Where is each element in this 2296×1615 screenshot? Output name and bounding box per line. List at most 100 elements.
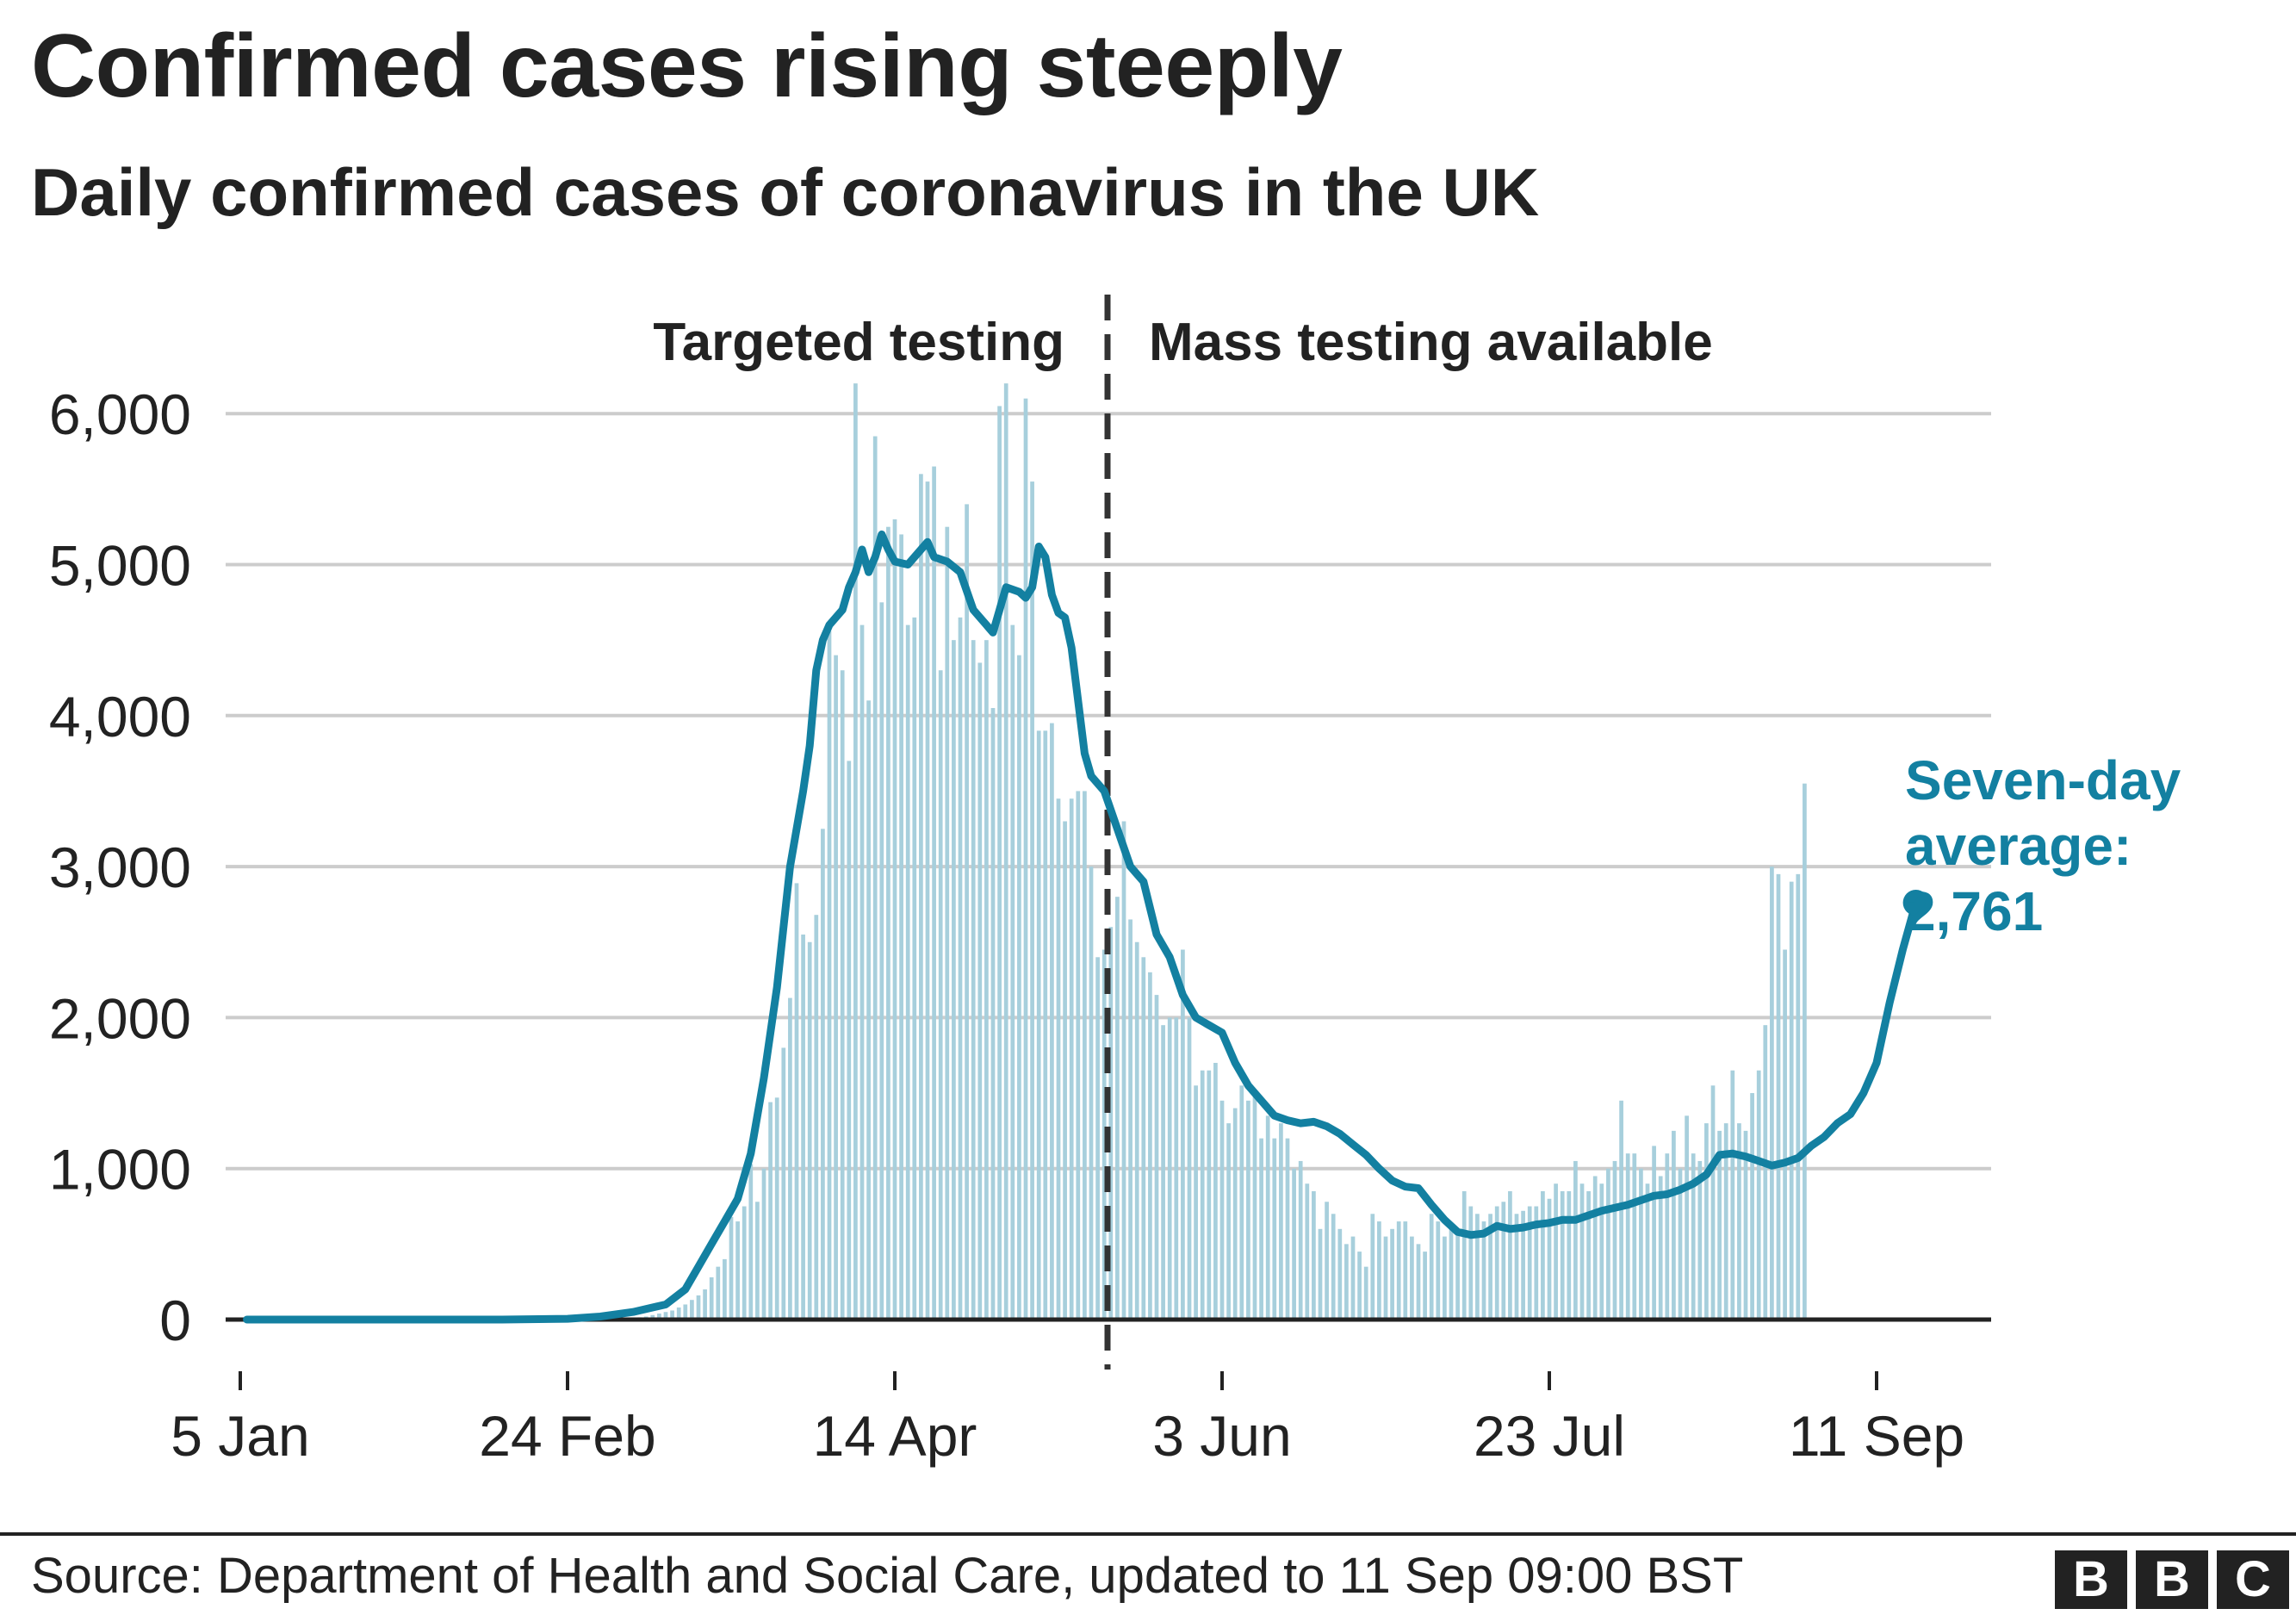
x-tick-label: 23 Jul <box>1474 1404 1625 1468</box>
daily-case-bar <box>768 1102 773 1320</box>
daily-case-bar <box>1481 1221 1486 1320</box>
daily-case-bar <box>1265 1115 1270 1320</box>
daily-case-bar <box>1325 1202 1329 1320</box>
daily-case-bar <box>1416 1244 1421 1320</box>
daily-case-bar <box>670 1310 674 1320</box>
daily-case-bar <box>723 1258 727 1320</box>
daily-case-bar <box>1043 730 1048 1320</box>
daily-case-bar <box>1010 624 1015 1320</box>
daily-case-bar <box>814 915 819 1320</box>
daily-case-bar <box>794 883 799 1320</box>
chart-area: 0 1,000 2,000 3,000 4,000 5,000 6,000 5 Jan 24 … <box>49 295 2181 1468</box>
footer-divider <box>0 1532 2296 1536</box>
daily-case-bar <box>945 526 950 1320</box>
daily-case-bar <box>1579 1183 1585 1320</box>
daily-case-bar <box>1691 1153 1696 1320</box>
daily-case-bar <box>1331 1214 1336 1320</box>
daily-case-bar <box>1645 1183 1650 1320</box>
daily-case-bar <box>735 1221 740 1320</box>
daily-case-bar <box>1370 1214 1375 1320</box>
daily-case-bar <box>742 1206 747 1320</box>
daily-case-bar <box>1259 1138 1263 1320</box>
daily-case-bar <box>1219 1100 1225 1320</box>
daily-case-bar <box>709 1276 714 1320</box>
daily-case-bar <box>788 997 792 1320</box>
daily-case-bar <box>1639 1168 1643 1320</box>
daily-case-bar <box>1723 1123 1728 1320</box>
daily-case-bar <box>1710 1085 1716 1320</box>
daily-case-bar <box>1312 1190 1316 1320</box>
daily-case-bar <box>905 624 910 1320</box>
chart-title: Confirmed cases rising steeply <box>31 16 1343 116</box>
daily-case-bar <box>716 1266 721 1320</box>
daily-case-bar <box>1357 1252 1362 1320</box>
daily-case-bar <box>1023 398 1028 1320</box>
daily-case-bar <box>1363 1266 1368 1320</box>
daily-case-bar <box>703 1289 707 1320</box>
daily-case-bar <box>683 1304 688 1320</box>
daily-case-bar <box>1030 481 1034 1320</box>
daily-case-bar <box>1527 1206 1532 1320</box>
daily-case-bar <box>1697 1160 1703 1320</box>
x-axis-ticks: 5 Jan 24 Feb 14 Apr 3 Jun 23 Jul 11 Sep <box>171 1371 1964 1468</box>
seven-day-average-line <box>243 530 1921 1324</box>
daily-case-bar <box>866 700 871 1320</box>
bar-series <box>630 383 1807 1320</box>
daily-case-bar <box>1050 723 1054 1320</box>
daily-case-bar <box>1606 1168 1610 1320</box>
daily-case-bar <box>971 640 976 1320</box>
x-tick-label: 24 Feb <box>479 1404 655 1468</box>
daily-case-bar <box>1665 1153 1670 1320</box>
daily-case-bar <box>1167 1017 1172 1320</box>
daily-case-bar <box>977 662 983 1320</box>
daily-case-bar <box>1672 1130 1676 1320</box>
daily-case-bar <box>1567 1190 1572 1320</box>
seven-day-average-endpoint <box>1902 889 1929 916</box>
daily-case-bar <box>1789 881 1794 1320</box>
daily-case-bar <box>650 1314 655 1320</box>
daily-case-bar <box>1508 1190 1512 1320</box>
daily-case-bar <box>853 383 858 1320</box>
daily-case-bar <box>761 1168 766 1320</box>
daily-case-bar <box>1756 1070 1761 1320</box>
daily-case-bar <box>1200 1070 1205 1320</box>
daily-case-bar <box>1429 1214 1434 1320</box>
bbc-logo-letter: B <box>2136 1550 2208 1609</box>
daily-case-bar <box>847 761 852 1320</box>
daily-case-bar <box>1350 1236 1356 1320</box>
daily-case-bar <box>1685 1115 1689 1320</box>
daily-case-bar <box>1279 1123 1283 1320</box>
daily-case-bar <box>755 1202 760 1320</box>
daily-case-bar <box>1475 1214 1480 1320</box>
daily-case-bar <box>1121 821 1126 1320</box>
daily-case-bar <box>807 941 812 1320</box>
daily-case-bar <box>1128 919 1132 1320</box>
daily-case-bar <box>1390 1228 1394 1320</box>
daily-case-bar <box>1750 1093 1754 1320</box>
daily-case-bar <box>919 474 923 1320</box>
daily-case-bar <box>1461 1190 1467 1320</box>
daily-case-bar <box>827 630 832 1320</box>
daily-case-bar <box>1318 1228 1323 1320</box>
y-tick-label: 5,000 <box>49 534 191 598</box>
daily-case-bar <box>1803 783 1807 1320</box>
daily-case-bar <box>1017 655 1021 1320</box>
daily-case-bar <box>892 519 897 1320</box>
bbc-logo-letter: C <box>2217 1550 2289 1609</box>
daily-case-bar <box>801 934 805 1320</box>
x-tick-label: 14 Apr <box>813 1404 977 1468</box>
daily-case-bar <box>781 1047 786 1320</box>
daily-case-bar <box>1573 1160 1578 1320</box>
y-tick-label: 0 <box>159 1289 191 1352</box>
daily-case-bar <box>1148 972 1152 1320</box>
daily-case-bar <box>1272 1138 1277 1320</box>
daily-case-bar <box>1436 1221 1441 1320</box>
daily-case-bar <box>1337 1228 1343 1320</box>
daily-case-bar <box>1396 1221 1401 1320</box>
daily-case-bar <box>1514 1214 1519 1320</box>
daily-case-bar <box>1383 1236 1388 1320</box>
daily-case-bar <box>1737 1123 1741 1320</box>
y-tick-label: 3,000 <box>49 835 191 899</box>
daily-case-bar <box>1717 1130 1722 1320</box>
daily-case-bar <box>1449 1228 1454 1320</box>
